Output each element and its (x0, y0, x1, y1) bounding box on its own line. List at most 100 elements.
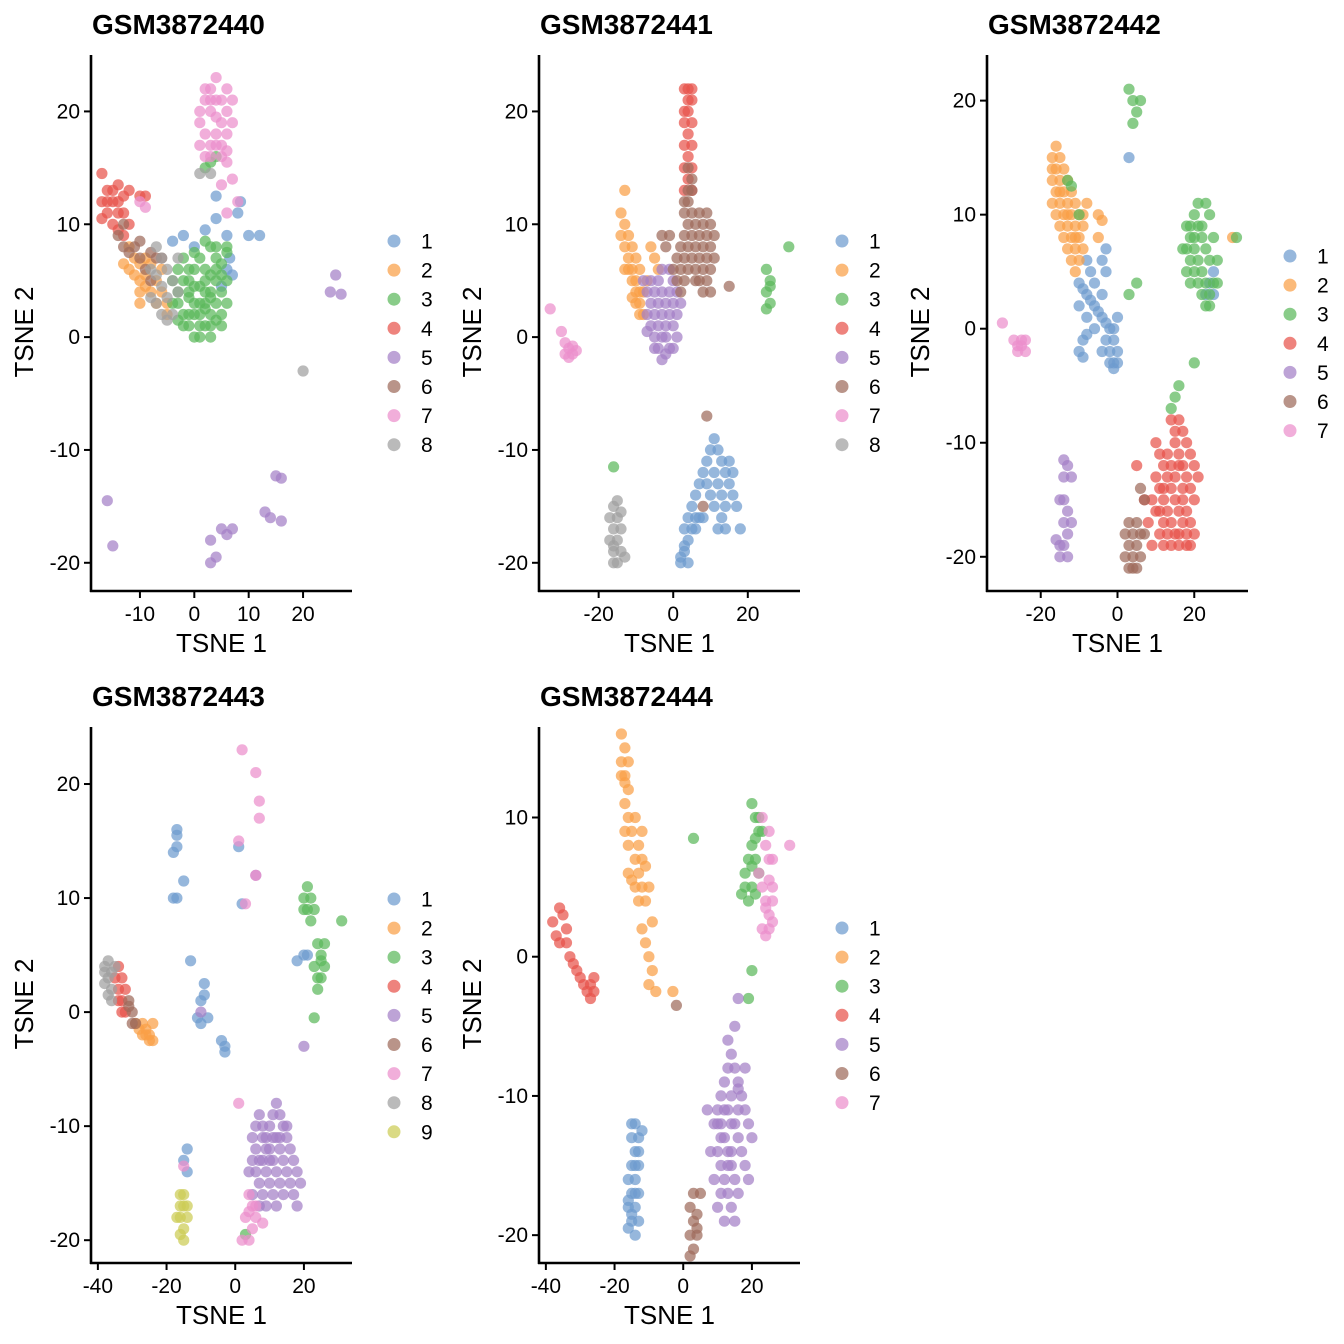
legend-label-1: 1 (421, 231, 433, 254)
point-cluster-1 (719, 500, 732, 512)
legend-key-1 (835, 234, 849, 248)
point-cluster-1 (690, 523, 702, 535)
point-cluster-4 (1154, 528, 1166, 540)
x-tick-label: 0 (188, 603, 200, 626)
legend-key-5 (1283, 365, 1297, 379)
point-cluster-3 (1127, 117, 1139, 129)
point-cluster-8 (145, 292, 157, 304)
point-cluster-1 (1111, 345, 1124, 358)
points (996, 83, 1243, 574)
legend-label-6: 6 (869, 1063, 881, 1086)
point-cluster-1 (1111, 357, 1124, 369)
point-cluster-2 (619, 263, 631, 275)
y-tick-label: 10 (57, 887, 80, 910)
point-cluster-6 (701, 410, 713, 422)
point-cluster-3 (215, 320, 228, 332)
point-cluster-4 (96, 196, 108, 208)
panel-title: GSM3872443 (92, 681, 265, 712)
point-cluster-3 (1065, 180, 1077, 192)
point-cluster-7 (760, 930, 772, 942)
legend-key-4 (835, 1008, 849, 1022)
y-tick-label: -20 (50, 552, 80, 575)
point-cluster-4 (96, 213, 108, 225)
point-cluster-5 (739, 1159, 751, 1172)
x-tick-label: 20 (740, 1275, 763, 1298)
point-cluster-3 (1184, 277, 1196, 289)
point-cluster-8 (615, 506, 627, 518)
point-cluster-8 (99, 978, 111, 990)
point-cluster-8 (297, 365, 309, 377)
point-cluster-5 (253, 1177, 265, 1189)
point-cluster-5 (270, 1097, 282, 1109)
point-cluster-7 (210, 72, 222, 84)
point-cluster-3 (183, 263, 195, 275)
point-cluster-4 (678, 105, 691, 117)
point-cluster-2 (633, 839, 645, 851)
point-cluster-4 (1161, 528, 1173, 540)
point-cluster-4 (1161, 471, 1173, 483)
point-cluster-8 (99, 966, 111, 978)
y-tick-label: -20 (946, 546, 976, 569)
point-cluster-4 (1169, 494, 1181, 506)
point-cluster-5 (264, 512, 276, 524)
point-cluster-6 (112, 229, 124, 242)
point-cluster-4 (1169, 471, 1181, 483)
point-cluster-4 (1169, 437, 1181, 449)
point-cluster-5 (742, 1173, 755, 1186)
legend-key-5 (387, 1008, 401, 1022)
point-cluster-3 (1188, 231, 1200, 244)
point-cluster-5 (195, 1006, 207, 1018)
point-cluster-8 (608, 557, 620, 569)
panel-GSM3872444: -40 -20 0 20 -20 -10 0 10 GSM3872444 TSNE 1 TSNE 2… (457, 681, 881, 1330)
point-cluster-3 (764, 280, 776, 292)
point-cluster-6 (660, 241, 672, 253)
y-tick-label: 10 (57, 213, 80, 236)
point-cluster-4 (1188, 528, 1200, 540)
point-cluster-6 (123, 1000, 135, 1013)
point-cluster-5 (671, 308, 683, 321)
legend-label-1: 1 (421, 889, 433, 912)
point-cluster-5 (732, 1187, 744, 1199)
point-cluster-5 (708, 1173, 720, 1186)
point-cluster-5 (649, 342, 661, 354)
legend-key-5 (835, 1037, 849, 1051)
point-cluster-6 (697, 263, 709, 275)
point-cluster-5 (253, 1109, 265, 1121)
y-tick-label: -10 (498, 439, 528, 462)
point-cluster-8 (615, 523, 627, 535)
point-cluster-1 (171, 829, 183, 841)
point-cluster-6 (697, 241, 709, 253)
point-cluster-7 (199, 83, 211, 95)
point-cluster-5 (330, 269, 342, 281)
point-cluster-6 (684, 1229, 696, 1241)
point-cluster-7 (760, 902, 772, 914)
point-cluster-7 (210, 111, 222, 123)
point-cluster-4 (1184, 517, 1196, 529)
point-cluster-2 (619, 798, 631, 810)
point-cluster-1 (1096, 254, 1108, 266)
point-cluster-7 (236, 1234, 248, 1246)
point-cluster-5 (281, 1166, 293, 1178)
x-axis-label: TSNE 1 (1072, 628, 1163, 658)
point-cluster-7 (763, 874, 775, 886)
point-cluster-3 (315, 972, 327, 984)
point-cluster-3 (1073, 209, 1085, 221)
point-cluster-7 (194, 117, 206, 129)
point-cluster-4 (1146, 539, 1158, 552)
point-cluster-2 (1054, 152, 1066, 164)
point-cluster-3 (1196, 220, 1208, 232)
point-cluster-1 (731, 500, 743, 512)
point-cluster-1 (1096, 288, 1108, 301)
point-cluster-5 (1054, 494, 1066, 506)
legend: 1 2 3 4 5 6 7 8 (387, 231, 433, 457)
legend-label-2: 2 (869, 947, 881, 970)
legend-label-3: 3 (421, 289, 433, 312)
point-cluster-3 (1211, 254, 1223, 266)
point-cluster-2 (1062, 220, 1074, 232)
point-cluster-2 (615, 229, 627, 242)
point-cluster-5 (205, 534, 217, 546)
point-cluster-6 (693, 252, 705, 264)
point-cluster-6 (134, 235, 146, 247)
point-cluster-4 (1158, 482, 1170, 494)
legend-label-7: 7 (869, 1092, 881, 1115)
